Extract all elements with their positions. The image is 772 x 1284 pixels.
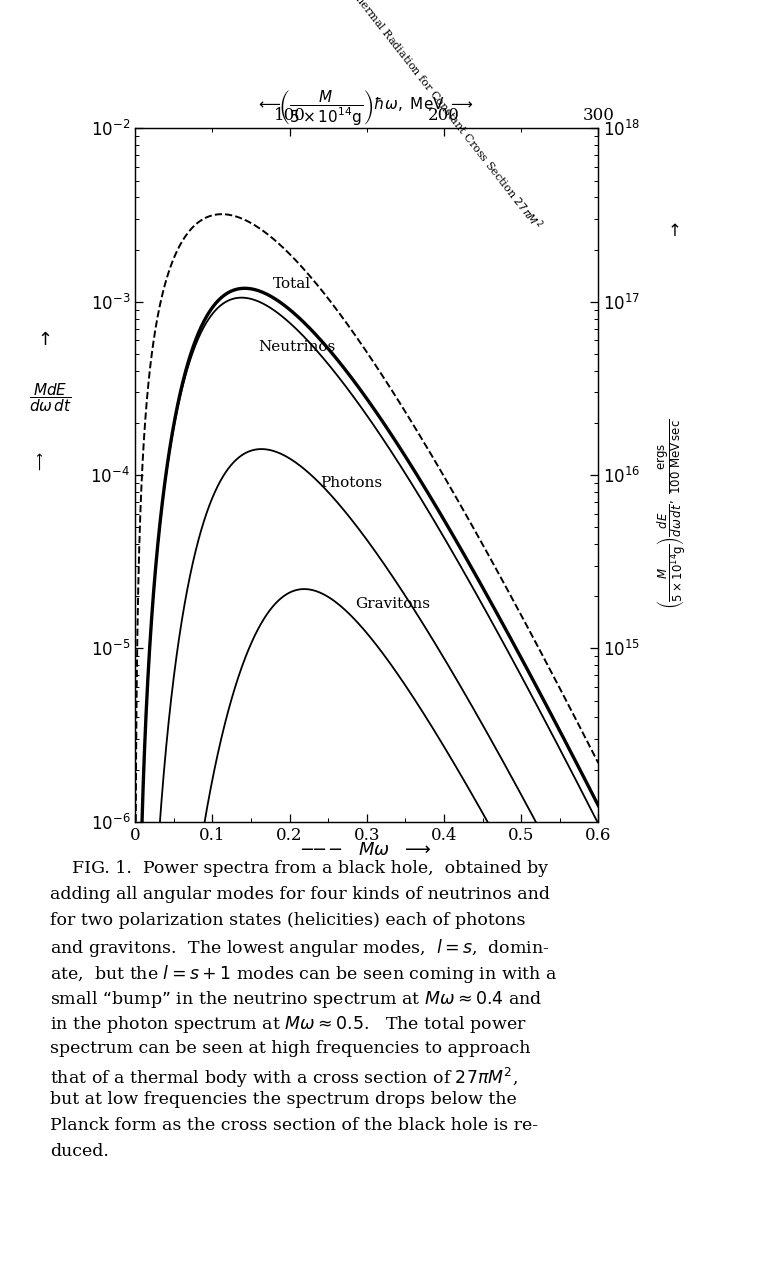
Text: ate,  but the $l = s + 1$ modes can be seen coming in with a: ate, but the $l = s + 1$ modes can be se… [50, 963, 557, 985]
Text: in the photon spectrum at $M\omega \approx 0.5$.   The total power: in the photon spectrum at $M\omega \appr… [50, 1014, 527, 1035]
Text: but at low frequencies the spectrum drops below the: but at low frequencies the spectrum drop… [50, 1091, 517, 1108]
Text: for two polarization states (helicities) each of photons: for two polarization states (helicities)… [50, 912, 526, 928]
Text: $\dfrac{MdE}{d\omega\,dt}$: $\dfrac{MdE}{d\omega\,dt}$ [29, 381, 72, 415]
Text: Neutrinos: Neutrinos [259, 340, 336, 354]
Text: small “bump” in the neutrino spectrum at $M\omega \approx 0.4$ and: small “bump” in the neutrino spectrum at… [50, 989, 543, 1009]
Text: spectrum can be seen at high frequencies to approach: spectrum can be seen at high frequencies… [50, 1040, 530, 1057]
Text: $\uparrow$: $\uparrow$ [34, 331, 51, 349]
Text: $\left(\dfrac{M}{5\times10^{14}\mathrm{g}}\right)\dfrac{dE}{d\omega\,dt},\ \dfra: $\left(\dfrac{M}{5\times10^{14}\mathrm{g… [655, 419, 688, 609]
Text: Planck form as the cross section of the black hole is re-: Planck form as the cross section of the … [50, 1117, 538, 1134]
Text: Total: Total [273, 277, 310, 291]
Text: and gravitons.  The lowest angular modes,  $l = s$,  domin-: and gravitons. The lowest angular modes,… [50, 937, 550, 959]
Text: that of a thermal body with a cross section of $27\pi M^2$,: that of a thermal body with a cross sect… [50, 1066, 518, 1090]
Text: $\longrightarrow$: $\longrightarrow$ [34, 452, 46, 473]
Text: $-\!\!-\!\!-\ \ M\omega\ \ \longrightarrow$: $-\!\!-\!\!-\ \ M\omega\ \ \longrightarr… [300, 841, 431, 859]
Text: FIG. 1.  Power spectra from a black hole,  obtained by: FIG. 1. Power spectra from a black hole,… [50, 860, 548, 877]
Text: $\uparrow$: $\uparrow$ [664, 222, 679, 240]
Text: $\longleftarrow\!\!\left(\dfrac{M}{5\times10^{14}\mathrm{g}}\right)\hbar\omega,\: $\longleftarrow\!\!\left(\dfrac{M}{5\tim… [256, 89, 474, 127]
Text: Thermal Radiation for Constant Cross Section $27\pi M^2$: Thermal Radiation for Constant Cross Sec… [347, 0, 546, 232]
Text: duced.: duced. [50, 1143, 109, 1159]
Text: Gravitons: Gravitons [355, 597, 430, 611]
Text: adding all angular modes for four kinds of neutrinos and: adding all angular modes for four kinds … [50, 886, 550, 903]
Text: Photons: Photons [320, 476, 382, 490]
